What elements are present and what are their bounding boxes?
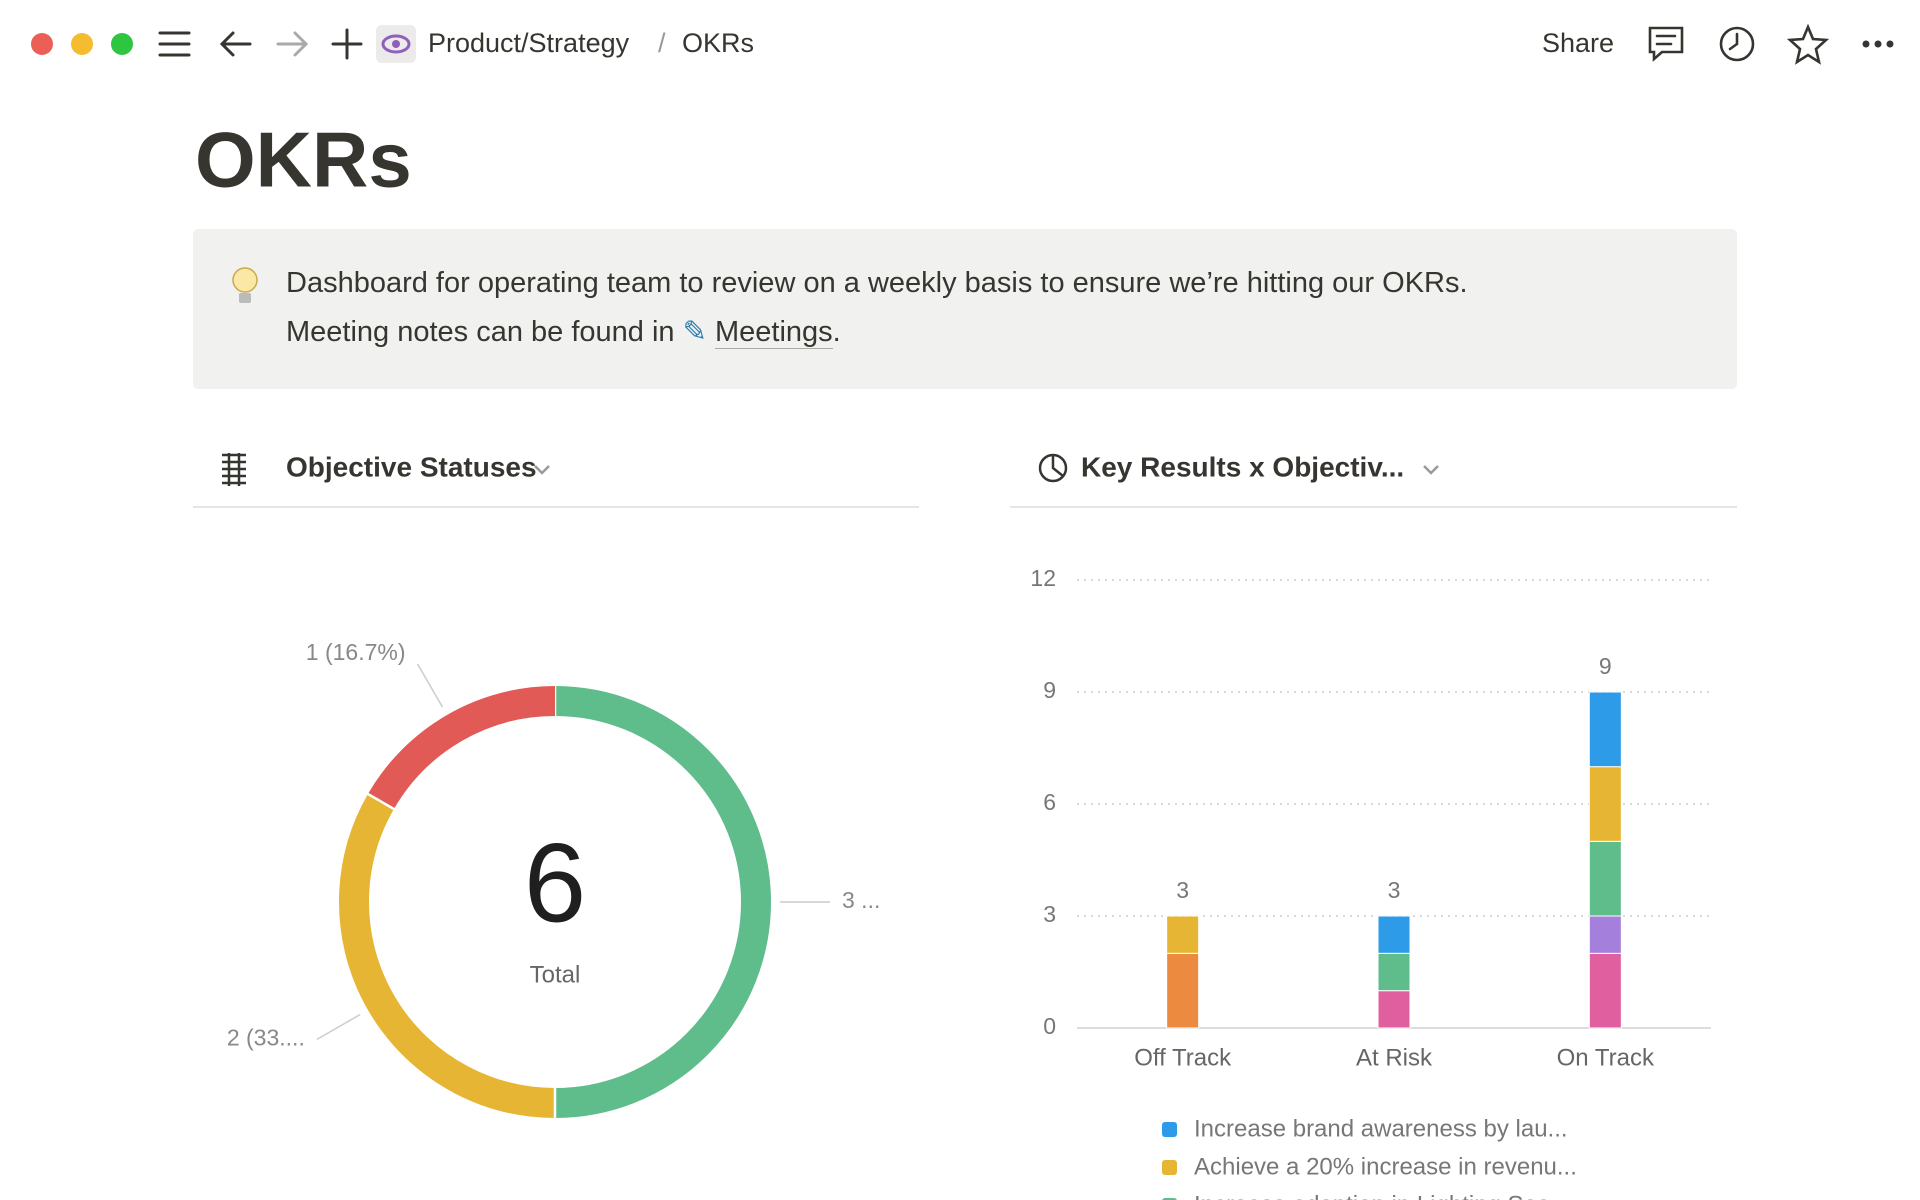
donut-segment (339, 794, 556, 1118)
chart-title[interactable]: Objective Statuses (286, 451, 537, 482)
minimize-button[interactable] (71, 33, 93, 55)
callout-line: Meeting notes can be found in ✎ Meetings… (286, 308, 1468, 357)
bar-segment (1166, 952, 1200, 1029)
y-tick-label: 0 (1043, 1013, 1056, 1039)
chart-icon (1038, 453, 1068, 483)
bar-segment (1588, 691, 1622, 768)
breadcrumb-item[interactable]: OKRs (682, 28, 754, 58)
bar-segment (1166, 915, 1200, 954)
leader-line (316, 1013, 361, 1041)
traffic-icon (222, 453, 246, 486)
menu-icon[interactable] (158, 31, 191, 57)
x-tick-label: At Risk (1356, 1044, 1433, 1071)
zoom-button[interactable] (111, 33, 133, 55)
comments-icon[interactable] (1648, 26, 1684, 62)
y-tick-label: 9 (1043, 677, 1056, 703)
legend-label: Increase brand awareness by lau... (1194, 1115, 1568, 1142)
bar-segment (1377, 915, 1411, 954)
link-icon: ✎ (682, 316, 707, 348)
bar-segment (1377, 990, 1411, 1029)
back-icon[interactable] (219, 31, 252, 57)
forward-icon[interactable] (276, 31, 309, 57)
legend-label: Increase adoption in Lighting Sea... (1194, 1191, 1570, 1200)
donut-segment (554, 686, 771, 1118)
y-tick-label: 3 (1043, 901, 1056, 927)
bulb-icon (232, 267, 258, 303)
donut-label: 2 (33.... (227, 1025, 305, 1051)
breadcrumb-item[interactable]: Product/Strategy (428, 28, 630, 58)
page-title: OKRs (195, 116, 412, 204)
legend-swatch (1162, 1160, 1177, 1175)
donut-segment (367, 686, 556, 810)
close-button[interactable] (31, 33, 53, 55)
bar-segment (1588, 915, 1622, 954)
eye-icon (381, 34, 411, 54)
bar-segment (1588, 840, 1622, 917)
y-tick-label: 12 (1030, 565, 1056, 591)
share-button[interactable]: Share (1542, 28, 1614, 58)
donut-label: 1 (16.7%) (306, 639, 406, 665)
total-label: 3 (1176, 877, 1189, 903)
leader-line (416, 663, 444, 708)
chart-title[interactable]: Key Results x Objectiv... (1081, 451, 1404, 482)
history-icon[interactable] (1719, 26, 1755, 62)
legend-swatch (1162, 1122, 1177, 1137)
dropdown-chevron[interactable] (1423, 465, 1439, 475)
dropdown-chevron[interactable] (534, 465, 550, 475)
callout-end: . (832, 316, 841, 348)
bar-segment (1377, 952, 1411, 992)
bar-segment (1588, 952, 1622, 1029)
breadcrumb-separator: / (658, 28, 666, 58)
callout: Dashboard for operating team to review o… (193, 229, 1737, 389)
eye-pupil (392, 40, 400, 48)
more-icon[interactable] (1862, 40, 1894, 48)
callout-line: Dashboard for operating team to review o… (286, 267, 1468, 299)
x-tick-label: Off Track (1134, 1044, 1232, 1071)
segment-gap (366, 792, 396, 811)
page-link[interactable]: Meetings (715, 316, 833, 349)
add-icon[interactable] (331, 28, 363, 60)
callout-line-text: Meeting notes can be found in (286, 316, 675, 348)
donut-label: 3 ... (842, 887, 880, 913)
total-label: 3 (1388, 877, 1401, 903)
y-tick-label: 6 (1043, 789, 1056, 815)
x-tick-label: On Track (1557, 1044, 1655, 1071)
total-label: 9 (1599, 653, 1612, 679)
callout-text: Dashboard for operating team to review o… (286, 259, 1468, 357)
favorite-icon[interactable] (1786, 23, 1830, 65)
legend-label: Achieve a 20% increase in revenu... (1194, 1153, 1577, 1180)
donut-total: 6 (524, 821, 586, 946)
donut-total-label: Total (530, 961, 581, 988)
bar-segment (1588, 766, 1622, 842)
